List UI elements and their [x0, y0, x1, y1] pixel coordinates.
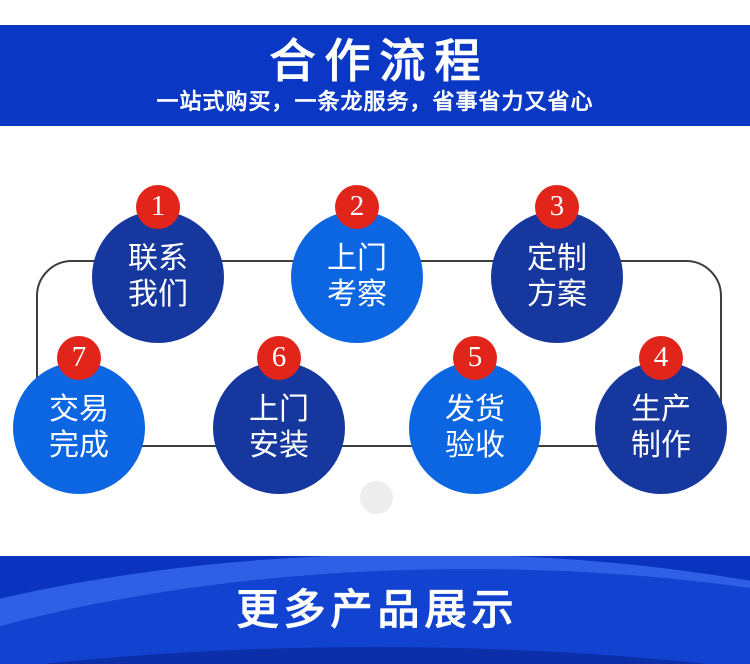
- step-label-line2: 方案: [527, 278, 587, 311]
- step-number-badge: 5: [453, 336, 497, 380]
- step-label-line1: 上门: [249, 393, 309, 426]
- step-label-line1: 交易: [49, 393, 109, 426]
- step-label-line1: 生产: [631, 393, 691, 426]
- step-label-line2: 我们: [128, 278, 188, 311]
- step-circle-7: 7 交易 完成: [13, 336, 145, 494]
- step-label-line2: 考察: [327, 278, 387, 311]
- footer-title: 更多产品展示: [236, 585, 519, 633]
- step-label: 上门 考察: [291, 211, 423, 343]
- more-products-banner: 更多产品展示: [0, 556, 750, 664]
- step-label: 联系 我们: [92, 211, 224, 343]
- step-label-line1: 定制: [527, 242, 587, 275]
- step-label-line1: 联系: [128, 242, 188, 275]
- step-label-line1: 发货: [445, 393, 505, 426]
- step-label-line1: 上门: [327, 242, 387, 275]
- step-label-line2: 验收: [445, 429, 505, 462]
- step-label: 定制 方案: [491, 211, 623, 343]
- cooperation-process-banner: 合作流程 一站式购买，一条龙服务，省事省力又省心: [0, 25, 750, 126]
- step-circle-2: 2 上门 考察: [291, 185, 423, 343]
- decorative-dot: [360, 481, 393, 514]
- banner-title: 合作流程: [269, 35, 490, 88]
- step-number-badge: 1: [136, 185, 180, 229]
- process-flow-section: 1 联系 我们 2 上门 考察 3 定制 方案 4 生产 制作: [0, 126, 750, 556]
- step-circle-4: 4 生产 制作: [595, 336, 727, 494]
- step-label-line2: 制作: [631, 429, 691, 462]
- step-label-line2: 安装: [249, 429, 309, 462]
- step-number-badge: 2: [335, 185, 379, 229]
- step-label: 交易 完成: [13, 362, 145, 494]
- step-label: 发货 验收: [409, 362, 541, 494]
- step-number-badge: 4: [639, 336, 683, 380]
- step-number-badge: 6: [257, 336, 301, 380]
- step-label-line2: 完成: [49, 429, 109, 462]
- step-number-badge: 7: [57, 336, 101, 380]
- step-circle-1: 1 联系 我们: [92, 185, 224, 343]
- step-number-badge: 3: [535, 185, 579, 229]
- step-label: 生产 制作: [595, 362, 727, 494]
- step-label: 上门 安装: [213, 362, 345, 494]
- banner-subtitle: 一站式购买，一条龙服务，省事省力又省心: [156, 88, 594, 114]
- step-circle-5: 5 发货 验收: [409, 336, 541, 494]
- step-circle-3: 3 定制 方案: [491, 185, 623, 343]
- step-circle-6: 6 上门 安装: [213, 336, 345, 494]
- footer-title-wrap: 更多产品展示: [0, 556, 750, 664]
